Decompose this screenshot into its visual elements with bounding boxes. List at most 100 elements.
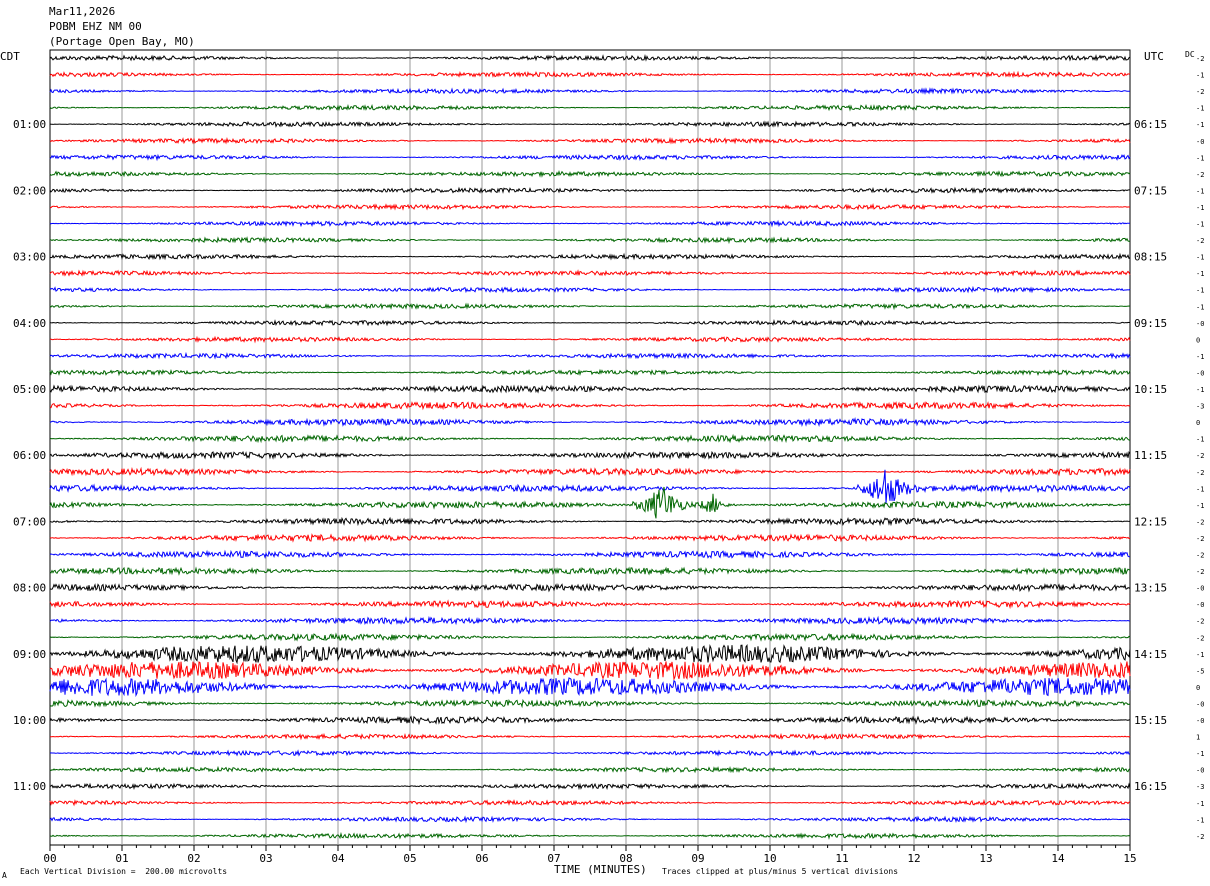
trace-row (49, 417, 1131, 428)
utc-hour-label: 11:15 (1134, 449, 1167, 462)
header-location: (Portage Open Bay, MO) (49, 35, 195, 48)
dc-offset-label: -0 (1196, 601, 1204, 609)
trace-row (49, 677, 1131, 698)
utc-hour-label: 07:15 (1134, 184, 1167, 197)
utc-hour-label: 14:15 (1134, 648, 1167, 661)
x-tick-label: 11 (835, 852, 848, 865)
dc-offset-label: -1 (1196, 485, 1204, 493)
corner-mark: A (2, 871, 7, 880)
dc-offset-label: -3 (1196, 783, 1204, 791)
cdt-hour-label: 05:00 (13, 383, 46, 396)
dc-offset-label: -2 (1196, 171, 1204, 179)
trace-row (49, 236, 1131, 245)
trace-row (49, 469, 1131, 504)
trace-row (49, 466, 1131, 477)
dc-offset-label: 0 (1196, 336, 1200, 344)
cdt-hour-label: 01:00 (13, 118, 46, 131)
cdt-hour-label: 02:00 (13, 184, 46, 197)
dc-offset-label: -2 (1196, 634, 1204, 642)
trace-row (49, 368, 1131, 377)
x-tick-label: 05 (403, 852, 416, 865)
dc-offset-label: -0 (1196, 585, 1204, 593)
trace-row (49, 698, 1131, 709)
dc-offset-label: -1 (1196, 72, 1204, 80)
trace-row (49, 486, 1131, 519)
trace-row (49, 599, 1131, 610)
trace-row (49, 202, 1131, 211)
trace-row (49, 615, 1131, 626)
trace-row (49, 549, 1130, 560)
trace-row (49, 715, 1131, 726)
dc-offset-label: -2 (1196, 469, 1204, 477)
utc-hour-label: 13:15 (1134, 582, 1167, 595)
cdt-hour-label: 04:00 (13, 317, 46, 330)
dc-offset-label: -0 (1196, 700, 1204, 708)
dc-offset-label: 0 (1196, 419, 1200, 427)
dc-offset-label: -5 (1196, 667, 1204, 675)
x-tick-label: 15 (1123, 852, 1136, 865)
cdt-hour-label: 08:00 (13, 582, 46, 595)
x-tick-label: 02 (187, 852, 200, 865)
x-tick-label: 07 (547, 852, 560, 865)
dc-offset-label: -1 (1196, 121, 1204, 129)
dc-offset-label: -1 (1196, 816, 1204, 824)
trace-row (49, 815, 1131, 824)
x-tick-label: 04 (331, 852, 345, 865)
dc-offset-label: -2 (1196, 552, 1204, 560)
trace-row (49, 302, 1131, 311)
trace-row (49, 566, 1131, 576)
dc-offset-label: -2 (1196, 452, 1204, 460)
clip-note: Traces clipped at plus/minus 5 vertical … (662, 867, 899, 876)
x-tick-label: 10 (763, 852, 776, 865)
dc-offset-label: -2 (1196, 535, 1204, 543)
dc-offset-label: -1 (1196, 254, 1204, 262)
trace-row (49, 219, 1131, 228)
trace-row (49, 54, 1131, 62)
cdt-hour-label: 09:00 (13, 648, 46, 661)
trace-row (49, 285, 1131, 294)
dc-offset-label: -3 (1196, 403, 1204, 411)
x-tick-label: 09 (691, 852, 704, 865)
dc-offset-label: -2 (1196, 518, 1204, 526)
dc-offset-label: -0 (1196, 717, 1204, 725)
x-tick-label: 13 (979, 852, 992, 865)
trace-row (49, 433, 1131, 444)
header-station: POBM EHZ NM 00 (49, 20, 142, 33)
trace-row (49, 643, 1131, 665)
dc-offset-label: -1 (1196, 303, 1204, 311)
trace-row (49, 765, 1131, 774)
utc-hour-label: 09:15 (1134, 317, 1167, 330)
dc-offset-label: -2 (1196, 568, 1204, 576)
trace-row (49, 318, 1131, 327)
dc-offset-label: -1 (1196, 105, 1204, 113)
dc-offset-label: -2 (1196, 618, 1204, 626)
trace-row (49, 136, 1131, 145)
dc-offset-label: -1 (1196, 502, 1204, 510)
dc-offset-label: -1 (1196, 287, 1204, 295)
trace-row (49, 384, 1131, 394)
dc-offset-label: -1 (1196, 800, 1204, 808)
trace-row (49, 153, 1131, 162)
dc-offset-label: -1 (1196, 204, 1204, 212)
dc-offset-label: -1 (1196, 154, 1204, 162)
trace-row (49, 335, 1131, 344)
x-tick-label: 14 (1051, 852, 1065, 865)
x-tick-label: 01 (115, 852, 128, 865)
dc-offset-label: -0 (1196, 369, 1204, 377)
trace-row (49, 70, 1131, 79)
trace-row (49, 732, 1131, 741)
dc-offset-label: -1 (1196, 651, 1204, 659)
utc-hour-label: 10:15 (1134, 383, 1167, 396)
trace-row (49, 782, 1131, 791)
dc-offset-label: -1 (1196, 386, 1204, 394)
trace-row (49, 516, 1131, 527)
trace-row (49, 749, 1131, 757)
dc-offset-label: -2 (1196, 237, 1204, 245)
trace-row (49, 186, 1130, 194)
dc-offset-label: -2 (1196, 88, 1204, 96)
dc-offset-label: -2 (1196, 833, 1204, 841)
trace-row (49, 660, 1131, 681)
trace-row (49, 831, 1131, 840)
trace-row (49, 401, 1131, 411)
